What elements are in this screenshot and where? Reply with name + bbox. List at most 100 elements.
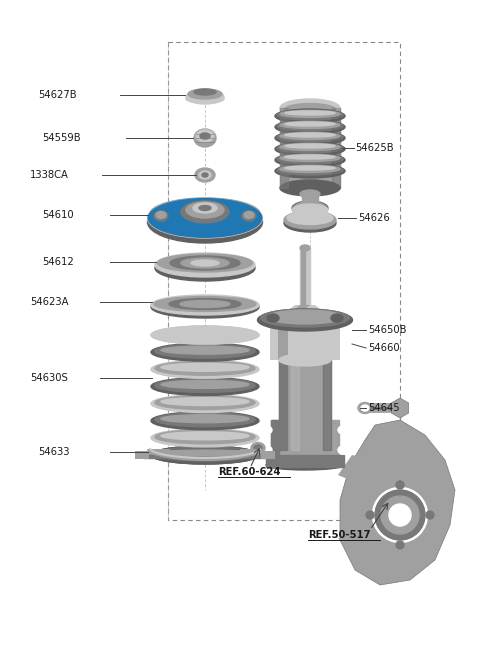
- Text: 54612: 54612: [42, 257, 74, 267]
- Text: 54650B: 54650B: [368, 325, 407, 335]
- Ellipse shape: [151, 446, 259, 464]
- Ellipse shape: [161, 398, 249, 405]
- Ellipse shape: [151, 394, 259, 413]
- Ellipse shape: [396, 481, 404, 489]
- Ellipse shape: [161, 380, 249, 388]
- Polygon shape: [261, 451, 275, 459]
- Ellipse shape: [161, 346, 249, 354]
- Ellipse shape: [155, 255, 255, 281]
- Ellipse shape: [194, 89, 216, 95]
- Ellipse shape: [155, 447, 255, 461]
- Ellipse shape: [396, 541, 404, 549]
- Ellipse shape: [151, 412, 259, 430]
- Ellipse shape: [280, 110, 340, 117]
- Ellipse shape: [180, 300, 230, 308]
- Ellipse shape: [300, 190, 320, 198]
- Ellipse shape: [199, 171, 211, 179]
- Ellipse shape: [287, 211, 333, 224]
- Ellipse shape: [244, 211, 254, 218]
- Polygon shape: [270, 305, 340, 360]
- Ellipse shape: [257, 309, 352, 331]
- Ellipse shape: [186, 202, 224, 218]
- Ellipse shape: [181, 258, 229, 268]
- Ellipse shape: [191, 260, 219, 266]
- Ellipse shape: [155, 413, 255, 426]
- Ellipse shape: [151, 295, 259, 315]
- Ellipse shape: [261, 309, 349, 327]
- Ellipse shape: [194, 129, 216, 147]
- Ellipse shape: [285, 166, 335, 170]
- Text: 54633: 54633: [38, 447, 70, 457]
- Ellipse shape: [151, 326, 259, 344]
- Ellipse shape: [285, 133, 335, 137]
- Polygon shape: [391, 398, 408, 418]
- Ellipse shape: [277, 143, 343, 153]
- Bar: [280, 108, 340, 188]
- Ellipse shape: [186, 90, 224, 104]
- Ellipse shape: [275, 142, 345, 156]
- Ellipse shape: [155, 344, 255, 358]
- Text: 54626: 54626: [358, 213, 390, 223]
- Ellipse shape: [285, 155, 335, 159]
- Ellipse shape: [338, 446, 348, 454]
- Ellipse shape: [284, 214, 336, 232]
- Bar: [300, 248, 310, 310]
- Ellipse shape: [150, 198, 260, 230]
- Ellipse shape: [151, 296, 259, 318]
- Ellipse shape: [266, 460, 344, 470]
- Ellipse shape: [154, 297, 256, 312]
- Ellipse shape: [200, 133, 210, 139]
- Text: 1338CA: 1338CA: [30, 170, 69, 180]
- Text: REF.50-517: REF.50-517: [308, 530, 371, 540]
- Ellipse shape: [147, 198, 263, 238]
- Ellipse shape: [181, 201, 229, 223]
- Ellipse shape: [151, 326, 259, 344]
- Ellipse shape: [280, 133, 340, 140]
- Ellipse shape: [375, 490, 425, 540]
- Ellipse shape: [151, 360, 259, 379]
- Ellipse shape: [161, 329, 249, 337]
- Polygon shape: [338, 538, 385, 570]
- Ellipse shape: [361, 405, 369, 411]
- Ellipse shape: [277, 165, 343, 175]
- Bar: [279, 360, 287, 450]
- Ellipse shape: [155, 430, 255, 444]
- Polygon shape: [340, 420, 455, 585]
- Text: 54559B: 54559B: [42, 133, 81, 143]
- Ellipse shape: [186, 95, 224, 103]
- Bar: [266, 455, 344, 467]
- Ellipse shape: [292, 204, 328, 216]
- Bar: [332, 108, 340, 188]
- Ellipse shape: [161, 415, 249, 422]
- Bar: [323, 360, 331, 450]
- Ellipse shape: [280, 121, 340, 129]
- Ellipse shape: [155, 361, 255, 375]
- Ellipse shape: [161, 432, 249, 440]
- Ellipse shape: [155, 253, 255, 277]
- Ellipse shape: [151, 343, 259, 361]
- Text: 54660: 54660: [368, 343, 400, 353]
- Ellipse shape: [170, 256, 240, 270]
- Ellipse shape: [275, 164, 345, 178]
- Ellipse shape: [300, 245, 310, 251]
- Ellipse shape: [195, 168, 215, 182]
- Ellipse shape: [338, 426, 348, 434]
- Ellipse shape: [372, 487, 428, 543]
- Ellipse shape: [155, 396, 255, 409]
- Ellipse shape: [285, 111, 335, 115]
- Ellipse shape: [169, 298, 241, 310]
- Polygon shape: [338, 455, 378, 485]
- Ellipse shape: [280, 99, 340, 117]
- Ellipse shape: [285, 144, 335, 148]
- Bar: [291, 360, 299, 450]
- Ellipse shape: [161, 363, 249, 371]
- Ellipse shape: [275, 109, 345, 123]
- Ellipse shape: [147, 450, 263, 456]
- Ellipse shape: [284, 104, 336, 117]
- Ellipse shape: [277, 154, 343, 164]
- Ellipse shape: [196, 130, 214, 142]
- Ellipse shape: [280, 144, 340, 150]
- Ellipse shape: [267, 314, 279, 322]
- Ellipse shape: [280, 165, 340, 173]
- Ellipse shape: [157, 254, 252, 272]
